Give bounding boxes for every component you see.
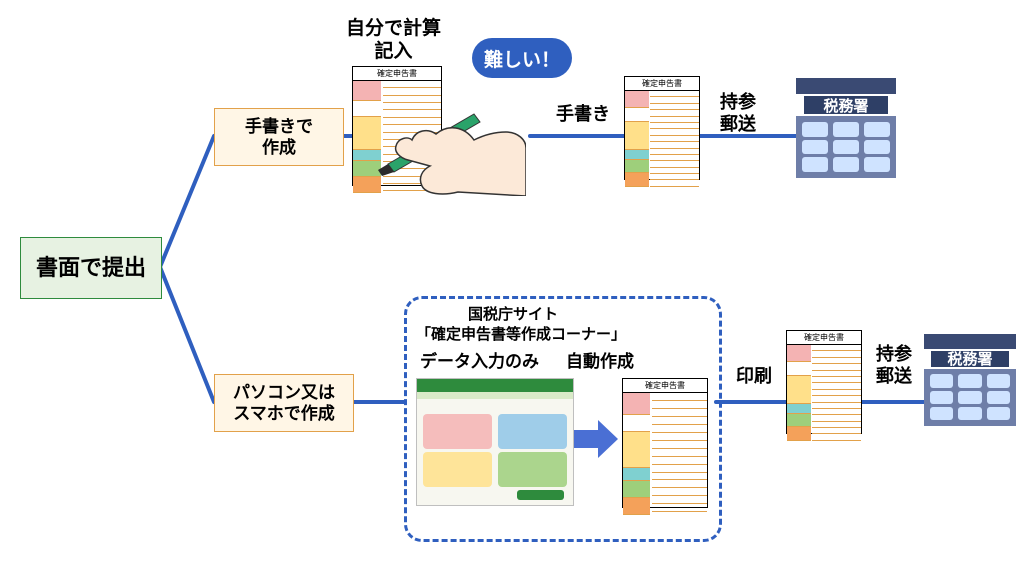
arrow-right-icon [574, 418, 618, 460]
site-label-1: 国税庁サイト [468, 306, 558, 324]
tax-office-icon-top: 税務署 [796, 78, 896, 178]
difficult-badge-label: 難しい！ [484, 45, 560, 72]
difficult-badge: 難しい！ [472, 38, 572, 78]
edge-bring-mail-bot: 持参 郵送 [876, 344, 912, 387]
tax-form-handwritten-2: 確定申告書 [624, 76, 700, 180]
note-self-calc: 自分で計算 記入 [346, 18, 441, 64]
auto-create-label: 自動作成 [566, 352, 634, 372]
tax-form-auto: 確定申告書 [622, 378, 708, 508]
input-only-label: データ入力のみ [420, 352, 539, 372]
edge-bring-mail-top: 持参 郵送 [720, 92, 756, 135]
root-label: 書面で提出 [36, 254, 146, 282]
edge-handwrite-label: 手書き [556, 104, 610, 126]
option-handwrite-box: 手書きで 作成 [214, 108, 344, 166]
tax-office-sign: 税務署 [804, 96, 888, 114]
option-handwrite-label: 手書きで 作成 [245, 116, 313, 159]
tax-office-sign: 税務署 [931, 351, 1008, 368]
nta-website-mock [416, 378, 574, 506]
edge-print-label: 印刷 [736, 366, 772, 388]
tax-form-printed: 確定申告書 [786, 330, 862, 434]
hand-writing-icon [378, 96, 526, 196]
tax-office-icon-bot: 税務署 [924, 334, 1016, 426]
root-box: 書面で提出 [20, 237, 162, 299]
option-pc-label: パソコン又は スマホで作成 [233, 382, 335, 425]
site-label-2: 「確定申告書等作成コーナー」 [416, 326, 626, 344]
option-pc-box: パソコン又は スマホで作成 [214, 374, 354, 432]
